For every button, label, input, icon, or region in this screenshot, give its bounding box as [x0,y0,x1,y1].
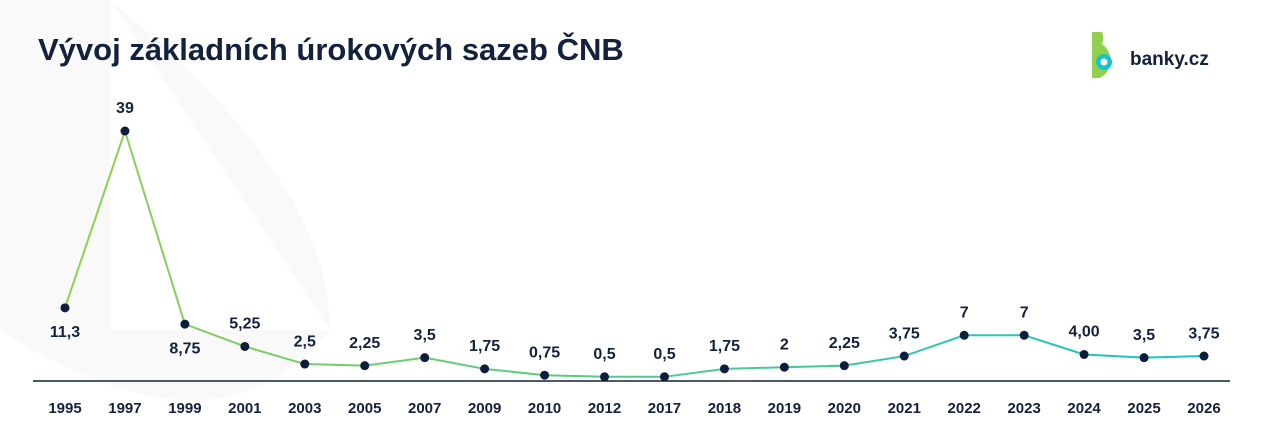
value-label: 5,25 [229,316,260,333]
x-tick-label: 2022 [948,400,981,417]
value-label: 2,25 [829,335,860,352]
value-label: 2,5 [294,333,316,350]
value-label: 39 [116,100,134,117]
point [120,126,130,136]
background-logo [0,0,330,330]
value-label: 2,25 [349,335,380,352]
value-label: 1,75 [709,338,740,355]
point [839,361,849,371]
value-label: 0,5 [653,346,675,363]
x-tick-label: 2007 [408,400,441,417]
x-tick-label: 2019 [768,400,801,417]
point [240,341,250,351]
point [420,353,430,363]
x-tick-label: 2010 [528,400,561,417]
value-label: 3,75 [1188,325,1219,342]
x-tick-label: 2020 [828,400,861,417]
x-tick-label: 1995 [48,400,81,417]
value-label: 0,5 [593,346,615,363]
x-tick-label: 2009 [468,400,501,417]
x-tick-label: 2005 [348,400,381,417]
value-label: 3,75 [889,325,920,342]
point [719,364,729,374]
logo-icon [1100,58,1108,66]
value-label: 3,5 [414,327,436,344]
x-tick-label: 2017 [648,400,681,417]
point [180,319,190,329]
x-tick-label: 2026 [1187,400,1220,417]
x-tick-label: 1999 [168,400,201,417]
x-tick-label: 2024 [1067,400,1101,417]
value-label: 4,00 [1069,324,1100,341]
chart-title: Vývoj základních úrokových sazeb ČNB [38,31,624,67]
value-label: 0,75 [529,344,560,361]
x-tick-label: 2021 [888,400,921,417]
point [600,372,610,382]
point [899,351,909,361]
point [1199,351,1209,361]
value-label: 8,75 [169,340,200,357]
point [540,370,550,380]
x-tick-label: 2018 [708,400,741,417]
value-label: 3,5 [1133,327,1155,344]
x-tick-label: 2023 [1007,400,1040,417]
line [64,127,1205,378]
point [1019,330,1029,340]
point [360,361,370,371]
x-tick-label: 2025 [1127,400,1160,417]
point [60,303,70,313]
x-tick-label: 2012 [588,400,621,417]
point [959,330,969,340]
x-tick-label: 2003 [288,400,321,417]
point [480,364,490,374]
point [1139,353,1149,363]
point [659,372,669,382]
value-label: 1,75 [469,338,500,355]
value-label: 7 [1020,305,1029,322]
x-tick-label: 2001 [228,400,261,417]
point [1079,349,1089,359]
value-label: 7 [960,305,969,322]
value-label: 2 [780,336,789,353]
logo-text: banky.cz [1130,49,1209,70]
x-tick-label: 1997 [108,400,141,417]
point [779,362,789,372]
point [300,359,310,369]
value-label: 11,3 [50,324,80,341]
